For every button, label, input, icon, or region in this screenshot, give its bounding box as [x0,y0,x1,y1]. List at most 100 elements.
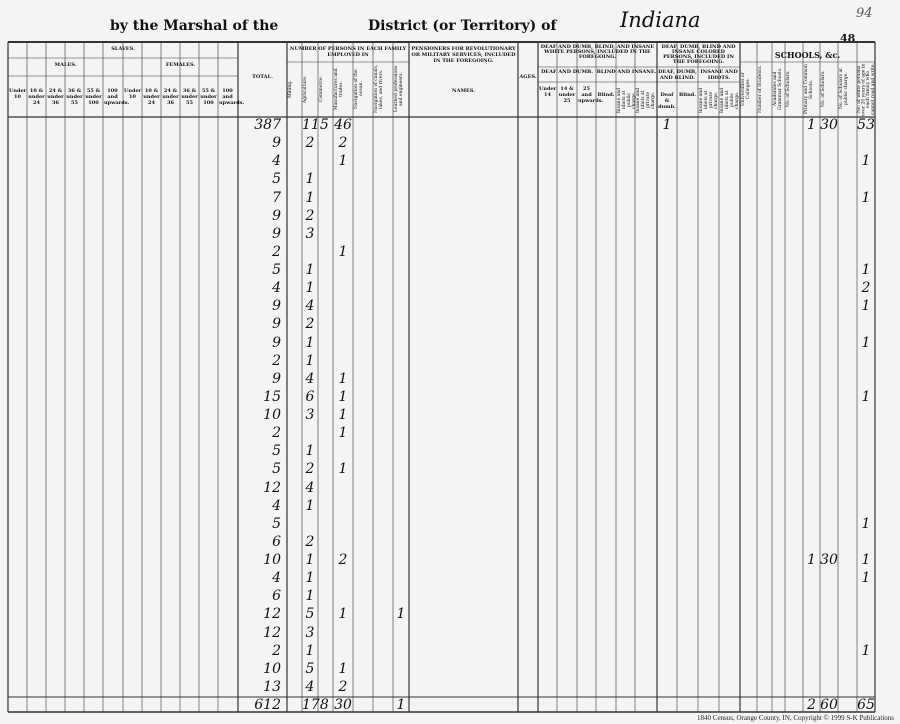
schools-header: SCHOOLS, &c. [774,50,841,60]
row-2-manufactures: 2 [338,135,348,152]
schools-column-header: Number of Students. [758,65,763,113]
row-22-total: 4 [272,497,281,514]
row-18-total: 2 [272,425,281,442]
row-1-primary-schools: 1 [807,117,816,133]
row-25-agriculture: 1 [305,552,315,569]
row-16-illiterate: 1 [861,388,871,405]
row-9-agriculture: 1 [305,262,315,279]
colored-insane-column-header: Insane and idiots at private charge. [699,87,719,113]
males-header: MALES. [54,62,77,68]
row-6-agriculture: 2 [305,207,315,224]
row-1-total: 387 [254,117,281,133]
row-16-manufactures: 1 [338,388,348,405]
row-14-agriculture: 1 [305,352,315,369]
row-29-agriculture: 3 [305,624,315,641]
colored-insane-header: INSANE AND IDIOTS. [700,69,738,81]
colored-deaf-header: DEAF, DUMB, AND BLIND. [658,69,697,81]
row-4-agriculture: 1 [305,171,315,188]
row-26-agriculture: 1 [305,570,315,587]
row-1-colored-deaf: 1 [662,117,672,133]
employed-column-header: Commerce. [319,75,324,103]
employed-column-header: Learned professions and engineers. [394,65,404,113]
row-25-primary-schools: 1 [807,552,816,569]
row-12-agriculture: 2 [305,316,315,333]
row-22-agriculture: 1 [305,497,315,514]
row-4-total: 5 [272,171,281,188]
totals-manufactures: 30 [334,697,352,713]
totals-learned: 1 [396,697,406,713]
row-27-total: 6 [272,588,281,605]
row-15-agriculture: 4 [305,370,315,387]
row-12-total: 9 [272,316,281,333]
female-age-header: 55 & under 100 [200,88,217,106]
row-26-total: 4 [272,570,281,587]
row-14-total: 2 [272,352,281,369]
white-deaf-column-header: 14 & under 25 [558,86,576,104]
total-header: TOTAL. [252,74,273,80]
male-age-header: 24 & under 36 [47,88,64,106]
row-25-illiterate: 1 [861,552,871,569]
row-17-manufactures: 1 [338,407,348,424]
females-header: FEMALES. [165,62,196,68]
row-29-total: 12 [263,624,281,641]
row-11-agriculture: 4 [305,298,315,315]
row-1-scholars: 30 [820,117,838,133]
row-2-agriculture: 2 [305,135,315,152]
copyright-footer: 1840 Census, Orange County, IN, Copyrigh… [697,714,894,722]
row-31-agriculture: 5 [305,660,315,677]
female-age-header: 24 & under 36 [162,88,179,106]
row-13-total: 9 [272,334,281,351]
row-9-illiterate: 1 [861,262,871,279]
employed-column-header: Navigation of the ocean. [354,69,364,109]
ages-header: AGES. [519,74,537,80]
names-header: NAMES. [452,88,475,94]
row-20-manufactures: 1 [338,461,348,478]
state-name: Indiana [620,8,701,32]
row-30-agriculture: 1 [305,642,315,659]
row-31-total: 10 [263,660,281,677]
row-23-total: 5 [272,515,281,532]
row-10-total: 4 [272,280,281,297]
row-1-illiterate: 53 [857,117,875,133]
female-age-header: Under 10 [124,88,142,100]
white-blind-header: BLIND AND INSANE. [596,69,657,75]
row-30-total: 2 [272,642,281,659]
employed-column-header: Mining. [288,80,293,98]
row-9-total: 5 [272,262,281,279]
white-deaf-column-header: Under 14 [539,86,557,98]
totals-total: 612 [254,697,281,713]
row-25-scholars: 30 [820,552,838,569]
row-28-agriculture: 5 [305,606,315,623]
male-age-header: 100 and upwards. [104,88,130,106]
employed-column-header: Navigation of canals, lakes, and rivers. [374,64,384,114]
row-13-illiterate: 1 [861,334,871,351]
white-insane-column-header: Insane and idiots at public charge. [617,87,637,113]
colored-deaf-column-header: Blind. [679,92,696,98]
schools-column-header: No. of Scholars. [786,70,791,108]
white-disabled-header: DEAF AND DUMB, BLIND, AND INSANE WHITE P… [540,44,655,60]
colored-insane-column-header: Insane and idiots at public charge. [720,87,740,113]
totals-scholars: 60 [820,697,838,713]
row-15-total: 9 [272,370,281,387]
row-3-manufactures: 1 [338,153,348,170]
white-deaf-header: DEAF AND DUMB. [540,69,594,75]
row-17-total: 10 [263,407,281,424]
row-13-agriculture: 1 [305,334,315,351]
totals-primary-schools: 2 [807,697,816,713]
row-21-total: 12 [263,479,281,496]
row-10-agriculture: 1 [305,280,315,297]
title-left: by the Marshal of the [110,18,279,34]
row-25-total: 10 [263,552,281,569]
row-28-manufactures: 1 [338,606,348,623]
totals-agriculture: 178 [302,697,329,713]
row-7-agriculture: 3 [305,225,315,242]
row-16-total: 15 [263,388,281,405]
row-8-manufactures: 1 [338,243,348,260]
row-2-total: 9 [272,135,281,152]
title-district: District (or Territory) of [368,18,557,34]
row-26-illiterate: 1 [861,570,871,587]
female-age-header: 100 and upwards. [219,88,245,106]
schools-column-header: Primary and Common Schools. [804,64,814,114]
row-27-agriculture: 1 [305,588,315,605]
